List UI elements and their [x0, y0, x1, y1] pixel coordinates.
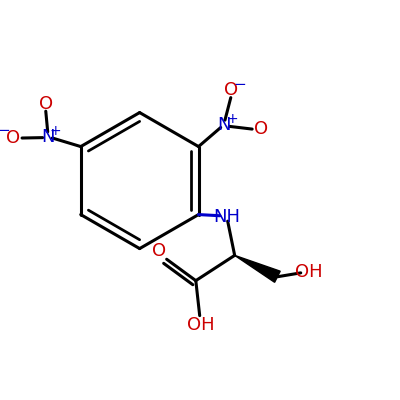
- Text: O: O: [254, 120, 268, 138]
- Text: N: N: [217, 116, 230, 134]
- Text: O: O: [39, 95, 53, 113]
- Text: O: O: [152, 242, 166, 260]
- Text: OH: OH: [187, 316, 214, 334]
- Text: −: −: [233, 77, 246, 92]
- Text: O: O: [224, 81, 238, 99]
- Text: OH: OH: [296, 263, 323, 281]
- Text: O: O: [6, 129, 20, 147]
- Polygon shape: [235, 255, 280, 282]
- Text: +: +: [226, 112, 238, 126]
- Text: −: −: [0, 123, 10, 138]
- Text: N: N: [41, 128, 54, 146]
- Text: +: +: [50, 124, 61, 138]
- Text: NH: NH: [213, 208, 240, 226]
